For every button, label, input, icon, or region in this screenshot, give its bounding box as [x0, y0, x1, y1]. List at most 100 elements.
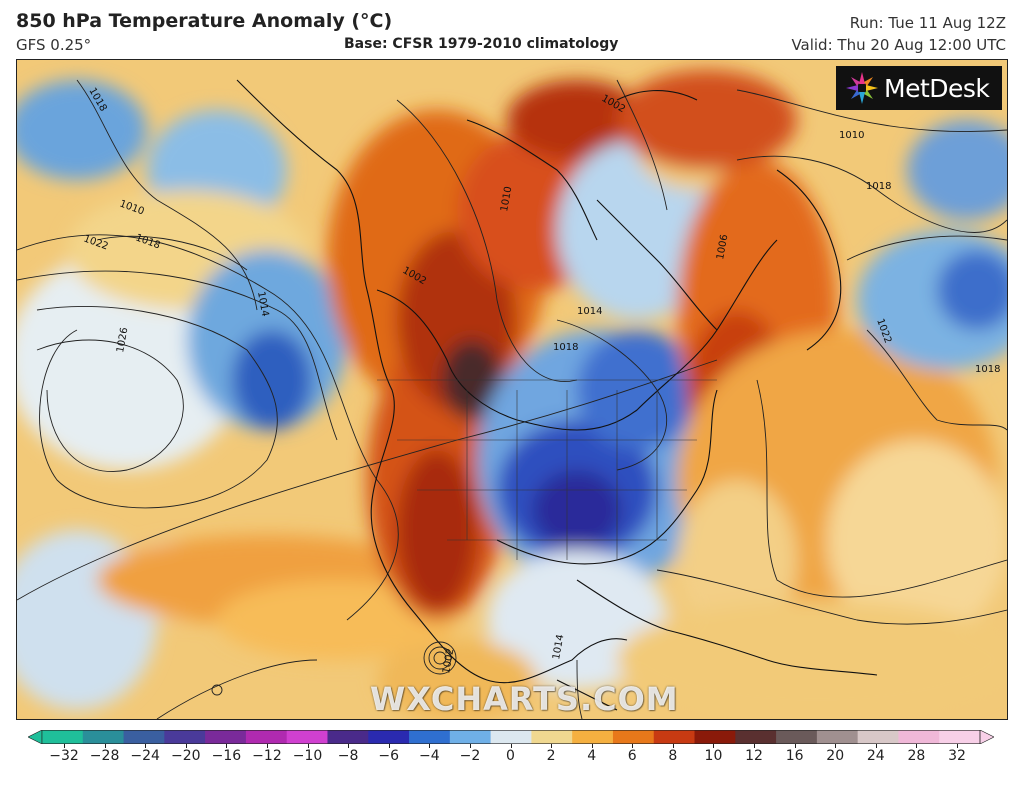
colorbar-segment [205, 730, 247, 744]
colorbar-segment [164, 730, 206, 744]
colorbar-tick [957, 744, 958, 748]
colorbar-segment [327, 730, 369, 744]
colorbar-tick [266, 744, 268, 748]
colorbar-tick [632, 744, 634, 748]
colorbar-label: 32 [948, 748, 966, 764]
colorbar-tick [388, 744, 390, 748]
colorbar-tick [916, 744, 918, 748]
colorbar-label: 6 [627, 748, 637, 764]
colorbar-segment [449, 730, 492, 744]
colorbar-tick [348, 744, 350, 748]
colorbar-tick [64, 744, 65, 748]
run-label: Run: Tue 11 Aug 12Z [849, 14, 1006, 32]
base-climatology-label: Base: CFSR 1979-2010 climatology [344, 36, 619, 52]
colorbar-tick [307, 744, 309, 748]
colorbar-tick [835, 744, 837, 748]
isobar-label: 1006 [715, 234, 730, 261]
colorbar-segment [612, 730, 655, 744]
colorbar-label: −24 [130, 748, 160, 764]
colorbar-segment [572, 730, 614, 744]
colorbar-segment [735, 730, 777, 744]
logo-text: MetDesk [884, 73, 990, 103]
colorbar-label: 0 [506, 748, 515, 764]
colorbar-segment [409, 730, 451, 744]
colorbar-segment [245, 730, 288, 744]
model-label: GFS 0.25° [16, 36, 92, 54]
colorbar-label: −20 [170, 748, 201, 764]
colorbar-label: 4 [587, 748, 597, 764]
colorbar-label: 10 [704, 748, 723, 764]
colorbar-segment [490, 730, 532, 744]
borders [377, 379, 717, 560]
colorbar-label: 8 [668, 748, 678, 764]
colorbar-label: −16 [211, 748, 242, 764]
isobar-label: 1010 [499, 186, 514, 213]
colorbar-tick [226, 744, 228, 748]
colorbar-tick [145, 744, 147, 748]
colorbar-segment [123, 730, 165, 744]
colorbar-frame [41, 730, 981, 744]
colorbar-segment [286, 730, 328, 744]
colorbar-tick [754, 744, 756, 748]
map-canvas: 1018 1010 1018 1022 1026 1014 1002 1010 … [17, 60, 1007, 719]
colorbar-segment [531, 730, 573, 744]
colorbar-segment [694, 730, 736, 744]
colorbar-segment [857, 730, 899, 744]
colorbar-label: −6 [378, 748, 400, 764]
colorbar-label: −2 [459, 748, 481, 764]
colorbar-segment [368, 730, 410, 744]
isobar-label: 1018 [553, 342, 578, 353]
wxcharts-watermark: WXCHARTS.COM [370, 680, 679, 718]
colorbar-label: 20 [826, 748, 845, 764]
colorbar-tick [591, 744, 593, 748]
isobar-label: 1002 [441, 648, 456, 675]
isobar-label-group: 1018 1010 1018 1022 1026 1014 1002 1010 … [82, 86, 1000, 675]
colorbar-segment [816, 730, 859, 744]
colorbar [28, 730, 994, 744]
colorbar-label: −10 [292, 748, 323, 764]
anomaly-map: 1018 1010 1018 1022 1026 1014 1002 1010 … [16, 59, 1008, 720]
coastlines [236, 79, 878, 711]
colorbar-arrow-left [28, 730, 43, 744]
colorbar-label: 16 [785, 748, 804, 764]
isobar-label: 1014 [255, 291, 270, 318]
colorbar-tick [794, 744, 796, 748]
colorbar-tick [713, 744, 715, 748]
colorbar-tick [551, 744, 553, 748]
colorbar-arrow-right [979, 730, 994, 744]
chart-title: 850 hPa Temperature Anomaly (°C) [16, 10, 393, 32]
colorbar-tick [672, 744, 674, 748]
colorbar-labels: −32 −28 −24 −20 −16 −12 −10 −8 −6 −4 −2 0 2 4 6 8 10 12 16… [0, 748, 1024, 768]
colorbar-segment [653, 730, 696, 744]
colorbar-segment [939, 730, 981, 744]
colorbar-tick [185, 744, 187, 748]
isobar-label: 1018 [975, 364, 1000, 375]
colorbar-label: 24 [866, 748, 885, 764]
colorbar-label: 12 [745, 748, 763, 764]
colorbar-segment [42, 730, 84, 744]
isobar-label: 1026 [115, 327, 130, 354]
colorbar-segment [898, 730, 940, 744]
colorbar-segment [776, 730, 818, 744]
metdesk-logo: MetDesk [836, 66, 1002, 110]
colorbar-tick [469, 744, 471, 748]
colorbar-tick [875, 744, 877, 748]
isobar-contours [17, 79, 1007, 719]
colorbar-tick [510, 744, 512, 748]
colorbar-label: 28 [907, 748, 926, 764]
isobar-label: 1014 [551, 634, 566, 661]
colorbar-label: −12 [252, 748, 282, 764]
isobar-label: 1014 [577, 306, 602, 317]
valid-time-label: Valid: Thu 20 Aug 12:00 UTC [791, 36, 1006, 54]
colorbar-ticks [0, 744, 1024, 748]
colorbar-tick [429, 744, 431, 748]
metdesk-flower-icon [846, 72, 878, 104]
isobar-label: 1010 [839, 130, 864, 141]
colorbar-label: −32 [49, 748, 79, 764]
isobar-label: 1018 [866, 181, 891, 192]
colorbar-segment [82, 730, 125, 744]
colorbar-label: −8 [337, 748, 359, 764]
colorbar-tick [104, 744, 106, 748]
colorbar-label: −4 [418, 748, 440, 764]
colorbar-label: −28 [89, 748, 120, 764]
